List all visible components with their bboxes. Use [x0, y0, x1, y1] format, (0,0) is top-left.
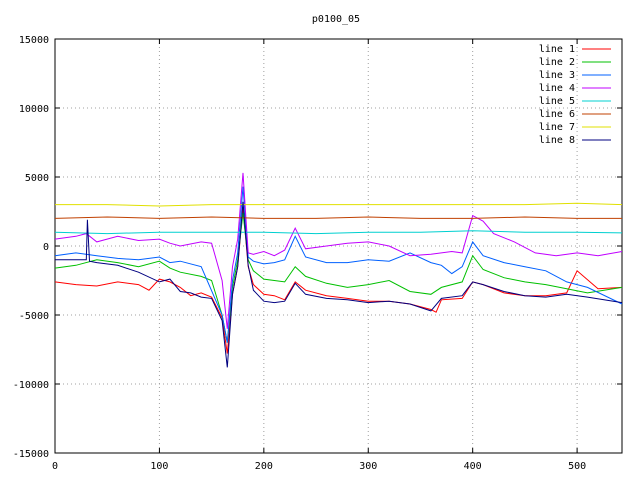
legend-label: line 1	[539, 44, 575, 55]
plot-frame	[54, 38, 623, 454]
legend-label: line 8	[539, 135, 575, 146]
series-line-2	[54, 212, 623, 343]
axis-ticks: 0 100 200 300 400 500 -15000 -10000 -5000 0 5000 10…	[13, 35, 622, 472]
legend-label: line 7	[539, 122, 575, 133]
y-tick-label: 0	[43, 242, 49, 253]
x-tick-label: 300	[359, 461, 377, 472]
y-tick-label: 15000	[19, 35, 49, 46]
y-tick-label: -10000	[13, 380, 49, 391]
series-line-1	[54, 207, 623, 354]
legend-label: line 6	[539, 109, 575, 120]
y-tick-label: 5000	[25, 173, 49, 184]
legend-label: line 2	[539, 57, 575, 68]
x-tick-label: 200	[255, 461, 273, 472]
series-line-3	[54, 186, 623, 343]
series-lines	[54, 172, 623, 368]
x-tick-label: 400	[464, 461, 482, 472]
y-tick-label: -15000	[13, 449, 49, 460]
x-tick-label: 100	[150, 461, 168, 472]
grid	[55, 39, 622, 453]
legend-label: line 4	[539, 83, 575, 94]
x-tick-label: 500	[568, 461, 586, 472]
series-line-6	[54, 216, 622, 219]
x-tick-label: 0	[52, 461, 58, 472]
series-line-4	[54, 172, 623, 329]
legend-label: line 5	[539, 96, 575, 107]
series-line-7	[55, 202, 623, 207]
series-line-8	[55, 201, 623, 368]
y-tick-label: 10000	[19, 104, 49, 115]
series-line-5	[54, 230, 623, 235]
legend-label: line 3	[539, 70, 575, 81]
legend: line 1 line 2 line 3 line 4 line 5 line 6 line…	[539, 44, 611, 146]
y-tick-label: -5000	[19, 311, 49, 322]
chart-title: p0100_05	[312, 14, 360, 25]
